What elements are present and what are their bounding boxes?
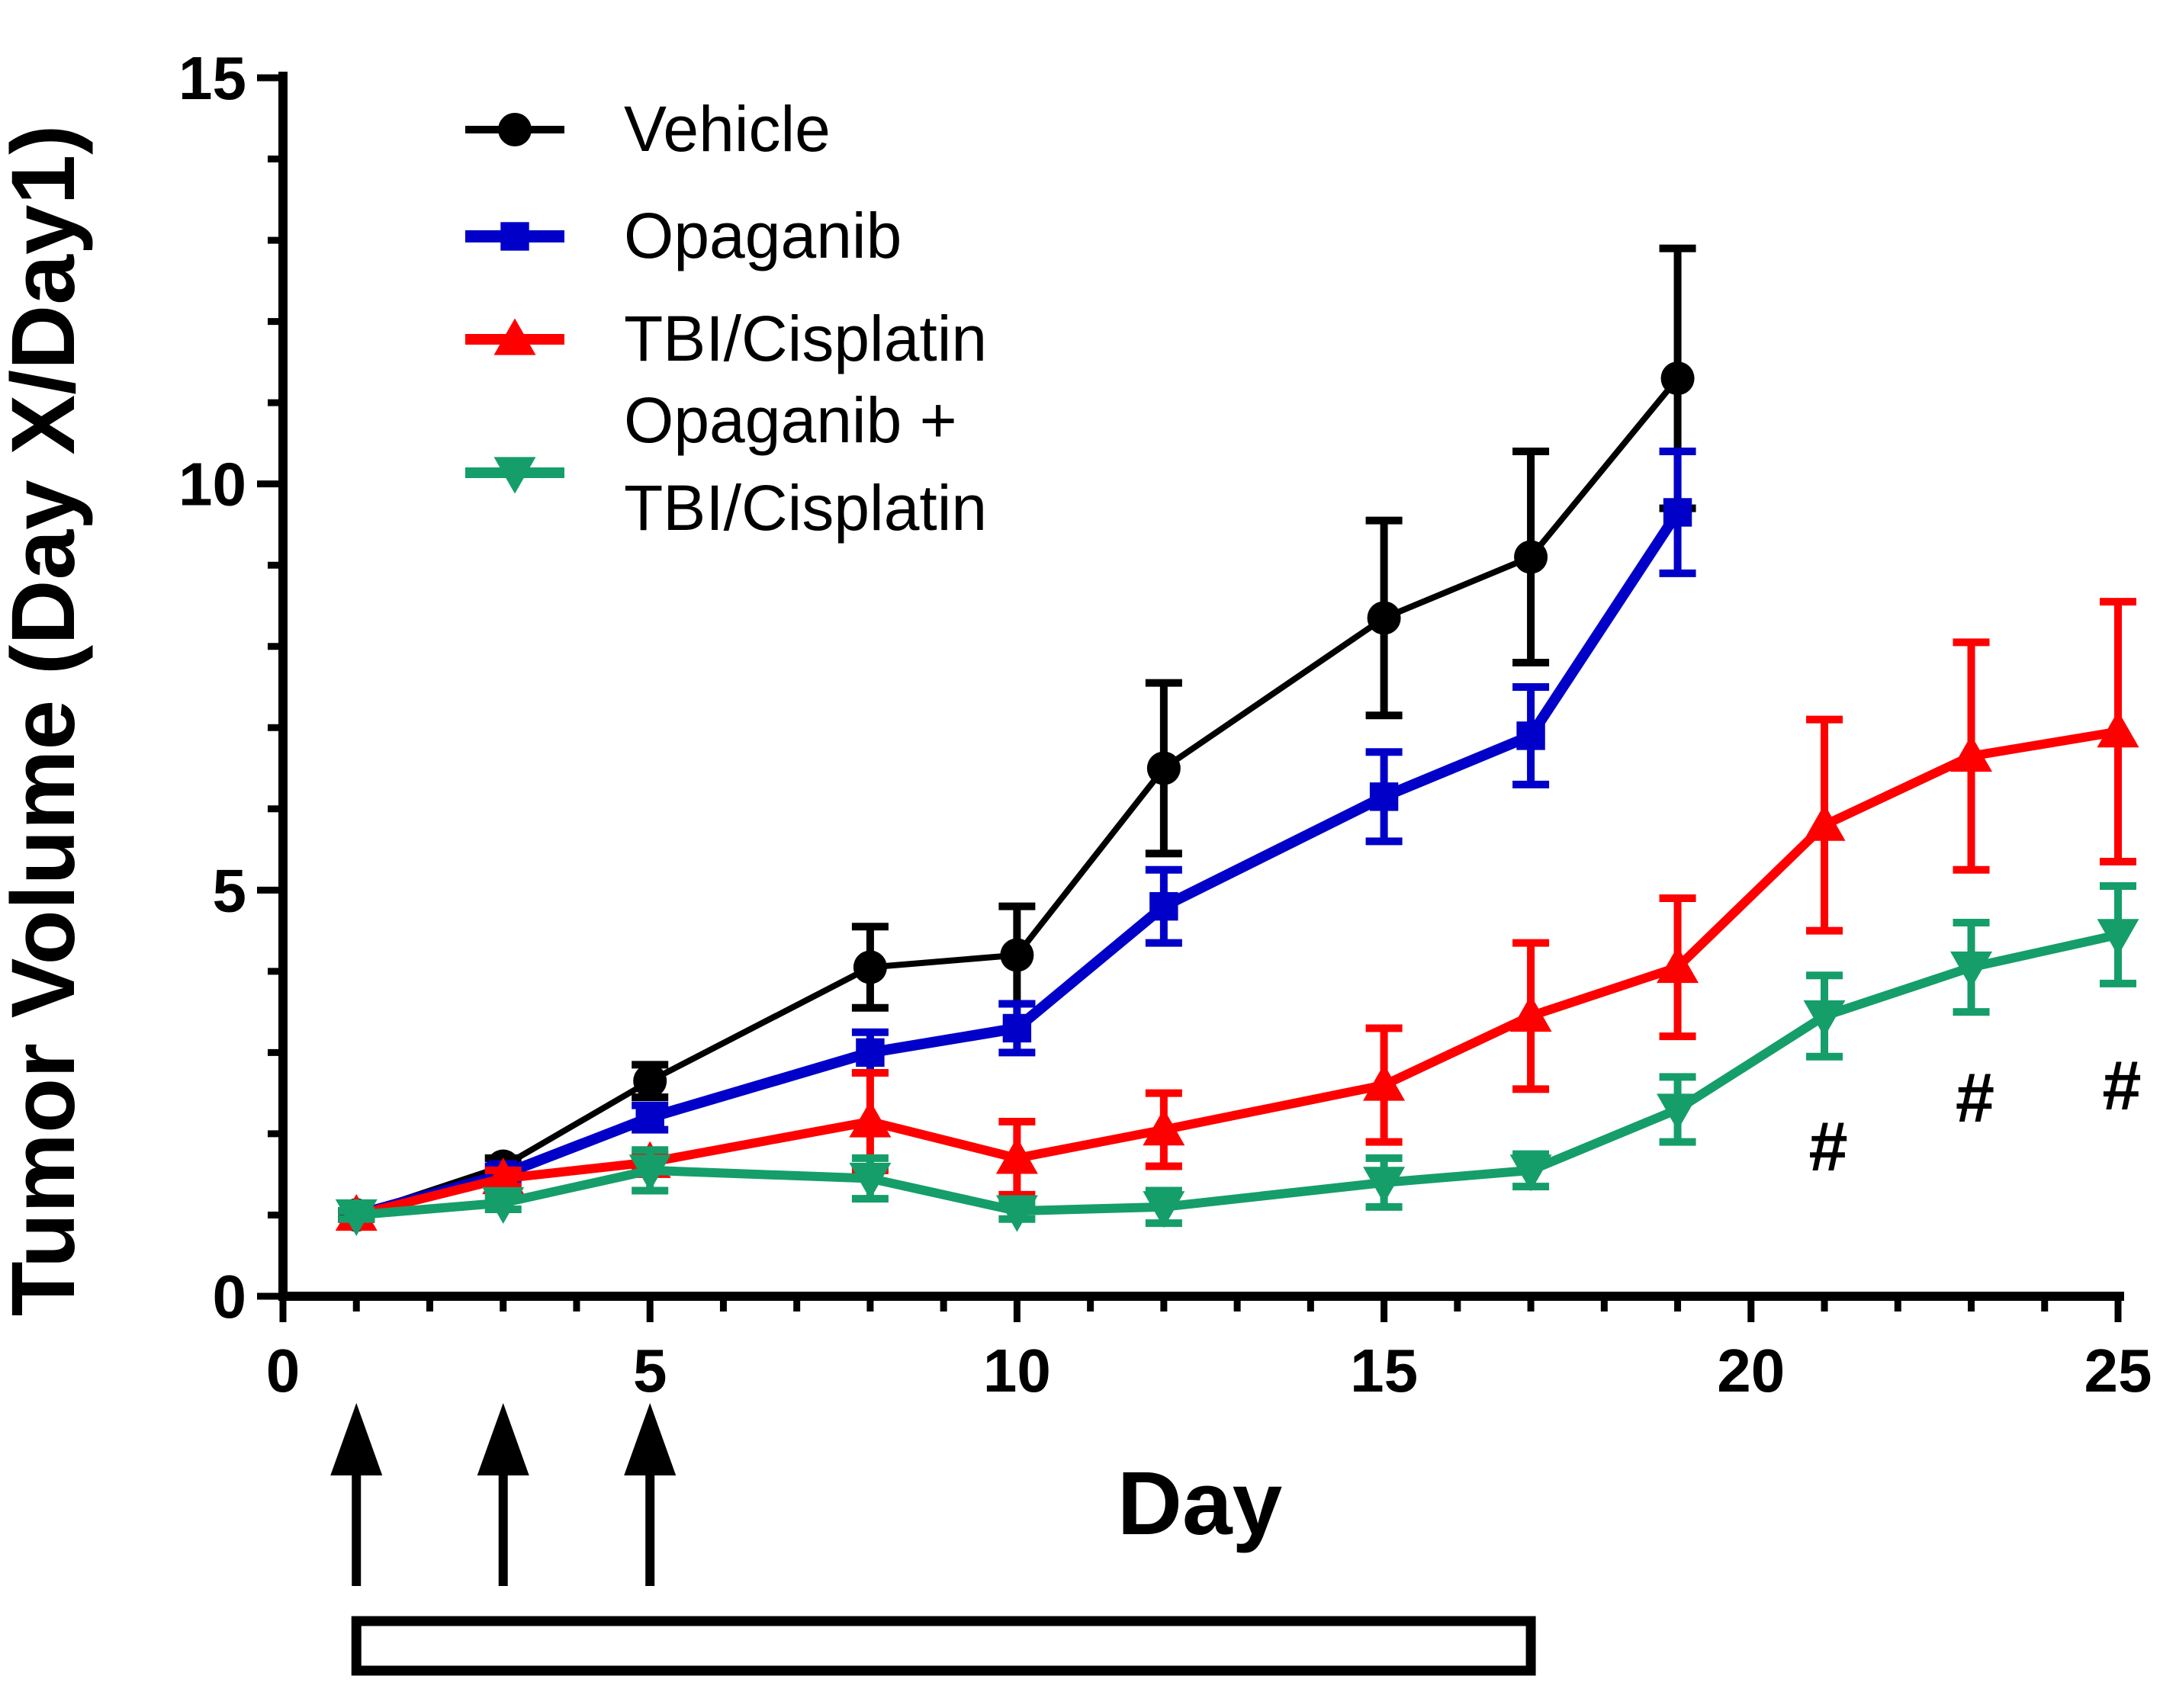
data-point [1143, 1191, 1185, 1228]
data-point [995, 1137, 1038, 1174]
legend-label: Opaganib [624, 200, 902, 271]
data-point [1363, 1167, 1406, 1204]
data-point [1369, 782, 1399, 811]
legend-item: Vehicle [465, 93, 831, 165]
y-tick-label: 10 [178, 451, 246, 518]
data-point [482, 1157, 525, 1195]
data-point [1143, 1109, 1185, 1146]
x-tick-label: 5 [633, 1337, 667, 1405]
data-point [2097, 919, 2139, 956]
x-tick-label: 15 [1350, 1337, 1418, 1405]
x-tick-label: 10 [983, 1337, 1051, 1405]
data-point [1660, 361, 1695, 396]
series-line [355, 930, 2120, 1220]
significance-marker: # [1808, 1108, 1847, 1186]
legend-marker [493, 318, 536, 355]
x-axis-title: Day [1117, 1453, 1282, 1554]
data-point [1514, 540, 1548, 574]
data-point [1367, 601, 1401, 635]
data-point [1950, 735, 1993, 772]
data-point [628, 1154, 671, 1192]
treatment-arrow-head [330, 1403, 383, 1475]
data-point [1657, 946, 1699, 984]
data-point [1803, 804, 1846, 841]
data-point [1950, 951, 1993, 989]
significance-marker: # [2102, 1047, 2141, 1125]
series-4 [335, 882, 2139, 1236]
treatment-duration-bar [351, 1616, 1536, 1676]
series-line [355, 727, 2119, 1220]
data-point [849, 1100, 892, 1138]
data-point [1149, 891, 1178, 921]
legend-label: Vehicle [624, 93, 831, 165]
data-point [1146, 751, 1181, 785]
legend-label: TBI/Cisplatin [624, 472, 987, 544]
y-tick-label: 0 [213, 1263, 247, 1331]
significance-marker: # [1956, 1059, 1994, 1137]
data-point [335, 1199, 378, 1236]
x-tick-label: 20 [1717, 1337, 1785, 1405]
series-line [355, 376, 1680, 1218]
data-point [1657, 1093, 1699, 1131]
legend-label: TBI/Cisplatin [624, 303, 987, 374]
x-tick-label: 25 [2084, 1337, 2152, 1405]
treatment-arrow-head [477, 1403, 529, 1475]
treatment-arrow-head [624, 1403, 677, 1475]
series-2 [338, 448, 1696, 1230]
data-point [1363, 1064, 1406, 1101]
data-point [1803, 1000, 1846, 1037]
data-point [635, 1103, 664, 1132]
data-point [2097, 711, 2139, 748]
legend-marker [493, 457, 536, 494]
legend-item: Opaganib + TBI/Cisplatin [465, 384, 987, 544]
data-point [849, 1162, 892, 1200]
series-1 [338, 244, 1696, 1232]
series-line [355, 509, 1683, 1221]
data-point [1509, 1154, 1552, 1192]
data-point [853, 950, 887, 984]
treatment-schedule [330, 1403, 1536, 1676]
legend: Vehicle Opaganib TBI/Cisplatin Opaganib + TB… [465, 93, 987, 544]
legend-marker [498, 113, 532, 146]
data-point [1516, 721, 1545, 750]
data-point [1509, 994, 1552, 1032]
data-point [856, 1038, 885, 1068]
series-group [335, 244, 2139, 1236]
y-tick-label: 5 [213, 856, 247, 924]
axes: 0 5 10 15 0 5 10 15 20 25 [178, 44, 2152, 1405]
data-point [633, 1064, 667, 1098]
data-point [995, 1195, 1038, 1232]
data-point [1002, 1013, 1032, 1043]
data-point [1663, 498, 1692, 527]
data-point [482, 1186, 525, 1224]
data-point [1000, 938, 1034, 972]
y-tick-label: 15 [178, 44, 246, 112]
x-tick-label: 0 [266, 1337, 301, 1405]
legend-item: Opaganib [465, 200, 902, 271]
legend-marker [500, 222, 529, 251]
legend-label: Opaganib + [624, 384, 957, 456]
legend-item: TBI/Cisplatin [465, 303, 987, 374]
annotations: # # # [1808, 1047, 2141, 1186]
y-axis-title: Tumor Volume (Day X/Day1) [0, 125, 94, 1317]
